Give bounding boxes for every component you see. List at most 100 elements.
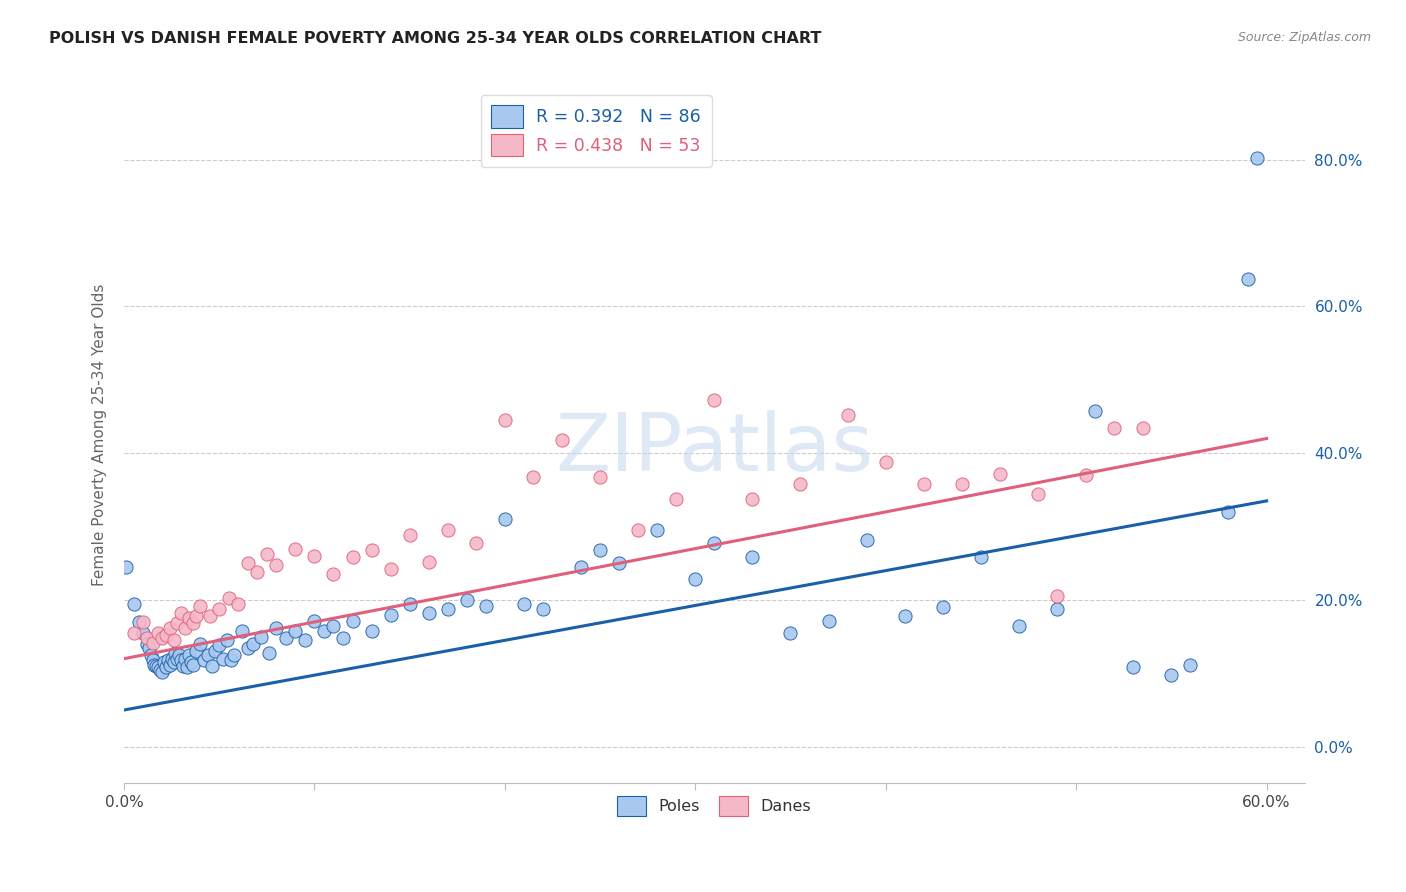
Legend: Poles, Danes: Poles, Danes bbox=[609, 788, 820, 824]
Point bbox=[1246, 151, 1268, 165]
Point bbox=[494, 512, 516, 526]
Point bbox=[208, 601, 231, 615]
Point bbox=[513, 597, 536, 611]
Point bbox=[142, 635, 165, 649]
Text: POLISH VS DANISH FEMALE POVERTY AMONG 25-34 YEAR OLDS CORRELATION CHART: POLISH VS DANISH FEMALE POVERTY AMONG 25… bbox=[49, 31, 821, 46]
Point bbox=[380, 562, 402, 576]
Point bbox=[148, 626, 170, 640]
Point bbox=[1046, 601, 1069, 615]
Point bbox=[266, 558, 288, 572]
Point bbox=[150, 665, 173, 679]
Point bbox=[256, 548, 278, 562]
Point bbox=[162, 656, 184, 670]
Point bbox=[149, 663, 172, 677]
Point bbox=[215, 633, 238, 648]
Point bbox=[589, 543, 612, 558]
Point bbox=[531, 601, 554, 615]
Point bbox=[950, 477, 973, 491]
Point bbox=[1046, 589, 1069, 603]
Point bbox=[789, 477, 811, 491]
Point bbox=[257, 646, 280, 660]
Point bbox=[212, 651, 235, 665]
Point bbox=[1122, 660, 1144, 674]
Point bbox=[274, 631, 297, 645]
Point bbox=[145, 659, 167, 673]
Point bbox=[153, 656, 176, 670]
Point bbox=[932, 600, 955, 615]
Point bbox=[188, 599, 211, 613]
Point bbox=[236, 640, 259, 655]
Point bbox=[817, 614, 839, 628]
Point bbox=[418, 606, 440, 620]
Point bbox=[219, 653, 242, 667]
Point bbox=[284, 624, 307, 638]
Point bbox=[741, 550, 763, 565]
Point bbox=[360, 624, 382, 638]
Point bbox=[360, 543, 382, 558]
Point bbox=[551, 433, 574, 447]
Point bbox=[174, 651, 197, 665]
Point bbox=[156, 653, 179, 667]
Point bbox=[988, 467, 1011, 481]
Point bbox=[186, 644, 208, 658]
Point bbox=[436, 601, 458, 615]
Point bbox=[166, 651, 188, 665]
Point bbox=[1074, 468, 1097, 483]
Text: ZIPatlas: ZIPatlas bbox=[555, 409, 873, 488]
Point bbox=[741, 491, 763, 506]
Point bbox=[779, 626, 801, 640]
Point bbox=[893, 609, 915, 624]
Point bbox=[456, 593, 478, 607]
Point bbox=[198, 609, 221, 624]
Point bbox=[569, 560, 592, 574]
Point bbox=[177, 611, 200, 625]
Point bbox=[132, 626, 155, 640]
Point bbox=[1132, 420, 1154, 434]
Point bbox=[160, 651, 183, 665]
Point bbox=[174, 621, 197, 635]
Point bbox=[224, 648, 246, 662]
Point bbox=[1026, 486, 1049, 500]
Point bbox=[703, 535, 725, 549]
Point bbox=[284, 541, 307, 556]
Point bbox=[322, 618, 344, 632]
Point bbox=[332, 631, 354, 645]
Point bbox=[122, 626, 145, 640]
Point bbox=[436, 523, 458, 537]
Point bbox=[208, 639, 231, 653]
Point bbox=[193, 653, 215, 667]
Point bbox=[342, 550, 364, 565]
Point bbox=[181, 616, 204, 631]
Point bbox=[122, 597, 145, 611]
Point bbox=[165, 646, 187, 660]
Point bbox=[138, 640, 160, 655]
Text: Source: ZipAtlas.com: Source: ZipAtlas.com bbox=[1237, 31, 1371, 45]
Point bbox=[135, 637, 157, 651]
Point bbox=[266, 621, 288, 635]
Point bbox=[135, 631, 157, 645]
Point bbox=[685, 573, 707, 587]
Point bbox=[236, 556, 259, 570]
Point bbox=[142, 653, 165, 667]
Point bbox=[589, 469, 612, 483]
Point bbox=[494, 413, 516, 427]
Point bbox=[322, 567, 344, 582]
Point bbox=[246, 565, 269, 579]
Point bbox=[170, 606, 193, 620]
Point bbox=[1180, 657, 1202, 672]
Point bbox=[226, 597, 249, 611]
Point bbox=[115, 560, 138, 574]
Point bbox=[143, 657, 166, 672]
Point bbox=[242, 637, 264, 651]
Point bbox=[250, 630, 273, 644]
Point bbox=[875, 455, 897, 469]
Point bbox=[167, 648, 190, 662]
Point bbox=[703, 393, 725, 408]
Point bbox=[1008, 618, 1031, 632]
Point bbox=[177, 648, 200, 662]
Point bbox=[186, 609, 208, 624]
Point bbox=[465, 535, 488, 549]
Point bbox=[304, 614, 326, 628]
Point bbox=[1160, 667, 1182, 681]
Point bbox=[200, 659, 222, 673]
